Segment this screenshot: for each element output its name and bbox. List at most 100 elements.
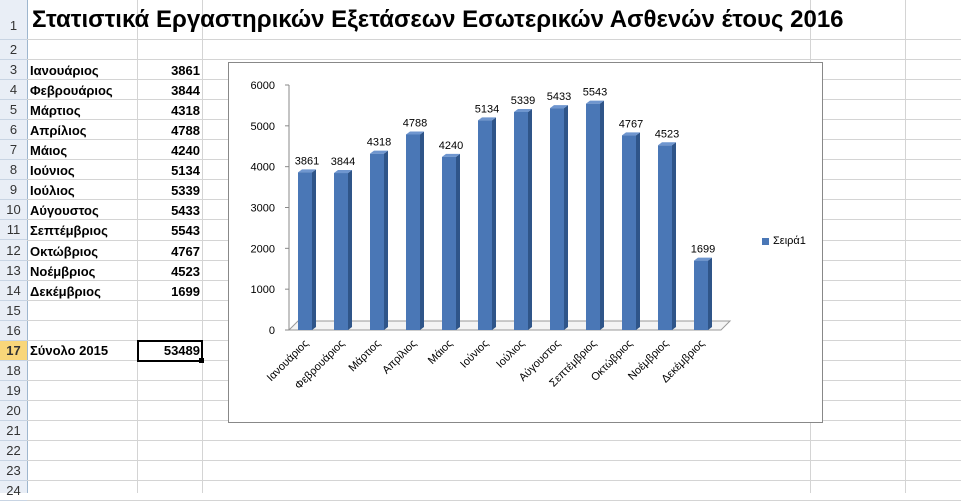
month-label-cell[interactable]: Μάρτιος <box>30 103 81 119</box>
x-tick-label: Ιούνιος <box>458 338 491 371</box>
data-label: 4523 <box>655 128 679 140</box>
month-label-cell[interactable]: Νοέμβριος <box>30 263 96 279</box>
y-tick-label: 1000 <box>251 284 275 296</box>
y-tick-label: 5000 <box>251 121 275 133</box>
month-value-cell[interactable]: 1699 <box>171 283 200 299</box>
bar-chart[interactable]: 0 1000 2000 3000 4000 5000 6000 3861 Ιανουάριος 3… <box>228 62 823 423</box>
row-number[interactable]: 16 <box>0 321 27 341</box>
row-number[interactable]: 9 <box>0 180 27 201</box>
grid-row-line <box>27 59 961 61</box>
bar-top <box>442 153 460 157</box>
data-label: 5433 <box>547 91 571 103</box>
month-label-cell[interactable]: Φεβρουάριος <box>30 83 113 99</box>
row-number[interactable]: 20 <box>0 401 27 421</box>
grid-column-line <box>202 0 203 493</box>
bar <box>334 173 348 330</box>
month-label-cell[interactable]: Ιούλιος <box>30 183 75 199</box>
bar-side <box>564 105 568 330</box>
month-label-cell[interactable]: Αύγουστος <box>30 203 99 219</box>
bar-side <box>636 132 640 330</box>
month-value-cell[interactable]: 3844 <box>171 83 200 99</box>
bar <box>298 172 312 330</box>
bar-side <box>420 131 424 330</box>
fill-handle[interactable] <box>199 358 204 363</box>
month-value-cell[interactable]: 5543 <box>171 223 200 239</box>
bar <box>406 134 420 330</box>
data-label: 4240 <box>439 140 463 152</box>
bar <box>694 260 708 330</box>
total-value[interactable]: 53489 <box>163 343 200 358</box>
data-label: 3861 <box>295 155 319 167</box>
row-number[interactable]: 22 <box>0 441 27 462</box>
row-number[interactable]: 14 <box>0 281 27 301</box>
row-number[interactable]: 19 <box>0 381 27 401</box>
bar-top <box>298 169 316 173</box>
month-value-cell[interactable]: 5433 <box>171 203 200 219</box>
month-value-cell[interactable]: 4767 <box>171 243 200 259</box>
month-label-cell[interactable]: Οκτώβριος <box>30 243 99 259</box>
bar-top <box>658 142 676 146</box>
row-number[interactable]: 10 <box>0 200 27 221</box>
row-number[interactable]: 2 <box>0 40 27 61</box>
month-value-cell[interactable]: 4318 <box>171 103 200 119</box>
total-label[interactable]: Σύνολο 2015 <box>30 343 109 358</box>
month-label-cell[interactable]: Ιανουάριος <box>30 63 99 79</box>
grid-row-line <box>27 440 961 441</box>
month-label-cell[interactable]: Δεκέμβριος <box>30 283 101 299</box>
bar <box>586 103 600 330</box>
grid-column-line <box>137 0 138 493</box>
y-tick-label: 6000 <box>251 80 275 92</box>
y-tick-label: 3000 <box>251 203 275 215</box>
month-label-cell[interactable]: Σεπτέμβριος <box>30 223 108 239</box>
row-number[interactable]: 17 <box>0 340 27 361</box>
data-label: 5339 <box>511 95 535 107</box>
row-number[interactable]: 6 <box>0 120 27 141</box>
month-value-cell[interactable]: 4788 <box>171 123 200 139</box>
row-number[interactable]: 21 <box>0 421 27 441</box>
row-number[interactable]: 8 <box>0 160 27 181</box>
row-number[interactable]: 12 <box>0 241 27 261</box>
chart-legend[interactable]: Σειρά1 <box>762 235 806 247</box>
bar-top <box>622 132 640 136</box>
row-number[interactable]: 18 <box>0 361 27 381</box>
bar <box>658 145 672 330</box>
y-tick-label: 2000 <box>251 243 275 255</box>
x-tick-label: Μάιος <box>426 338 455 367</box>
y-tick-label: 0 <box>269 325 275 337</box>
data-label: 4318 <box>367 137 391 149</box>
row-number[interactable]: 13 <box>0 261 27 281</box>
bar-top <box>478 117 496 121</box>
row-number[interactable]: 3 <box>0 60 27 81</box>
row-number[interactable]: 24 <box>0 481 27 501</box>
data-label: 4767 <box>619 118 643 130</box>
month-value-cell[interactable]: 5134 <box>171 163 200 179</box>
month-value-cell[interactable]: 3861 <box>171 63 200 79</box>
row-number[interactable]: 23 <box>0 461 27 482</box>
row-number[interactable]: 4 <box>0 80 27 101</box>
month-label-cell[interactable]: Ιούνιος <box>30 163 75 179</box>
month-label-cell[interactable]: Απρίλιος <box>30 123 87 139</box>
grid-column-line <box>905 0 906 493</box>
bar-top <box>550 105 568 109</box>
active-cell[interactable] <box>137 340 203 362</box>
grid-row-line <box>27 39 961 40</box>
bar-top <box>406 131 424 135</box>
bar-top <box>514 108 532 112</box>
bar-side <box>348 170 352 330</box>
row-number[interactable]: 15 <box>0 301 27 321</box>
month-label-cell[interactable]: Μάιος <box>30 143 68 159</box>
chart-plot: 01000200030004000500060003861Ιανουάριος3… <box>251 80 732 392</box>
bar <box>622 135 636 330</box>
row-number[interactable]: 7 <box>0 140 27 161</box>
month-value-cell[interactable]: 5339 <box>171 183 200 199</box>
month-value-cell[interactable]: 4240 <box>171 143 200 159</box>
month-value-cell[interactable]: 4523 <box>171 263 200 279</box>
sheet-title[interactable]: Στατιστικά Εργαστηρικών Εξετάσεων Εσωτερ… <box>32 6 844 33</box>
row-number[interactable]: 1 <box>0 0 27 40</box>
row-number[interactable]: 5 <box>0 100 27 121</box>
bar <box>514 111 528 330</box>
bar-side <box>312 169 316 330</box>
bar <box>478 120 492 330</box>
row-number[interactable]: 11 <box>0 220 27 241</box>
data-label: 4788 <box>403 117 427 129</box>
